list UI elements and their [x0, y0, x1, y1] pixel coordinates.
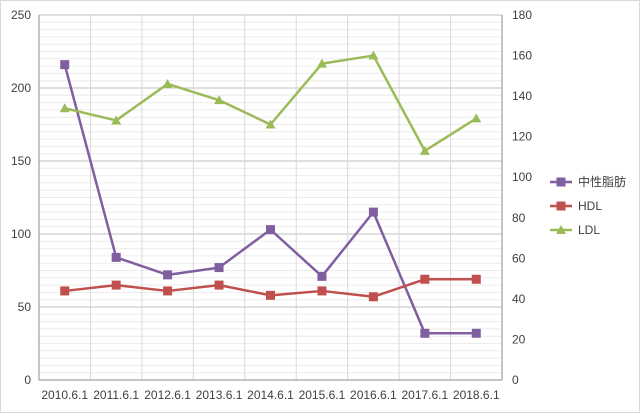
right-axis-tick-label: 60 [512, 251, 526, 265]
series-1 [60, 60, 481, 338]
x-axis-tick-label: 2018.6.1 [453, 388, 500, 402]
data-point [419, 145, 430, 155]
series-3 [59, 50, 482, 155]
data-point [162, 78, 173, 88]
right-axis-tick-label: 120 [512, 130, 532, 144]
right-axis-tick-label: 100 [512, 170, 532, 184]
x-axis-tick-label: 2010.6.1 [41, 388, 88, 402]
data-point [163, 270, 173, 280]
left-axis-tick-label: 250 [11, 8, 31, 22]
right-axis-tick-label: 80 [512, 211, 526, 225]
data-point [214, 280, 224, 290]
x-axis-tick-label: 2011.6.1 [93, 388, 139, 402]
data-point [111, 280, 121, 290]
data-point [316, 58, 327, 68]
series-line [64, 54, 477, 153]
x-axis-tick-label: 2012.6.1 [144, 388, 191, 402]
x-axis-tick-labels: 2010.6.1 2011.6.1 2012.6.1 2013.6.1 2014.6.1… [41, 388, 500, 402]
left-axis-tick-label: 0 [24, 373, 31, 387]
data-point [214, 95, 225, 105]
axes [38, 15, 503, 381]
data-point [368, 207, 378, 217]
minor-gridlines [39, 21, 502, 374]
data-point [59, 103, 70, 113]
legend-label: LDL [578, 223, 600, 237]
data-point [368, 292, 378, 302]
data-point [471, 328, 481, 338]
data-point [317, 286, 327, 296]
left-axis-tick-labels: 0 50 100 150 200 250 [11, 8, 31, 387]
data-point [60, 60, 70, 70]
right-axis-tick-label: 180 [512, 8, 532, 22]
right-axis-tick-label: 20 [512, 332, 526, 346]
right-axis-tick-labels: 0 20 40 60 80 100 120 140 160 180 [512, 8, 532, 387]
right-axis-tick-label: 140 [512, 89, 532, 103]
data-point [265, 119, 276, 129]
x-axis-tick-label: 2013.6.1 [196, 388, 243, 402]
data-point [163, 286, 173, 296]
series-layer [59, 50, 482, 338]
left-axis-tick-label: 200 [11, 81, 31, 95]
legend: 中性脂肪 HDL LDL [550, 174, 626, 237]
right-axis-tick-label: 160 [512, 49, 532, 63]
left-axis-tick-label: 150 [11, 154, 31, 168]
data-point [420, 274, 430, 284]
legend-label: HDL [578, 199, 602, 213]
data-point [266, 290, 275, 300]
data-point [214, 263, 224, 273]
right-axis-tick-label: 40 [512, 292, 526, 306]
data-point [60, 286, 70, 296]
data-point [111, 252, 121, 262]
data-point [471, 274, 481, 284]
series-2 [60, 274, 481, 302]
left-axis-tick-label: 100 [11, 227, 31, 241]
x-axis-tick-label: 2017.6.1 [401, 388, 448, 402]
legend-marker [556, 225, 566, 234]
data-point [111, 115, 122, 125]
legend-marker [556, 201, 566, 211]
right-axis-tick-label: 0 [512, 373, 519, 387]
data-point [266, 225, 275, 235]
data-point [368, 50, 379, 60]
data-point [420, 328, 430, 338]
legend-marker [556, 177, 566, 187]
x-axis-tick-label: 2014.6.1 [247, 388, 294, 402]
data-point [317, 271, 327, 281]
x-axis-tick-label: 2016.6.1 [350, 388, 397, 402]
legend-label: 中性脂肪 [578, 174, 626, 189]
data-point [471, 113, 482, 123]
x-axis-tick-label: 2015.6.1 [299, 388, 346, 402]
left-axis-tick-label: 50 [18, 300, 32, 314]
